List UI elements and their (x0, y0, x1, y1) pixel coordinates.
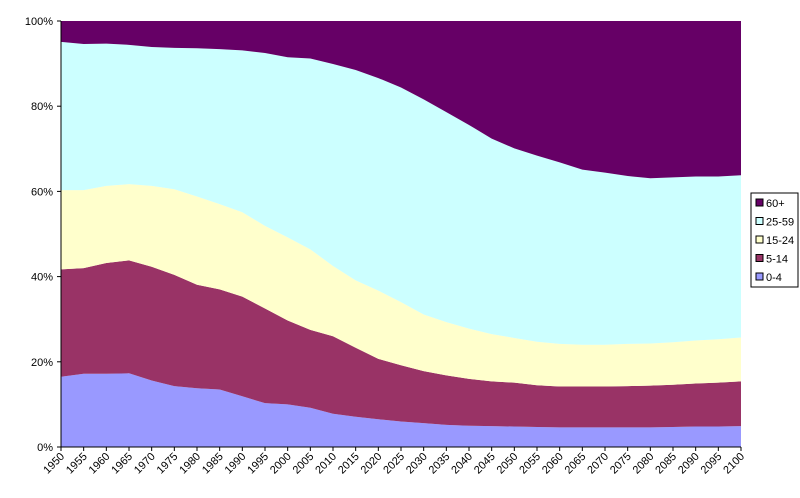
legend-swatch-15-24 (755, 235, 764, 244)
x-tick-label: 2020 (359, 451, 385, 477)
legend-swatch-5-14 (755, 254, 764, 262)
x-tick-label: 2100 (721, 451, 747, 477)
area-0-4 (61, 373, 741, 447)
y-tick-label: 60% (31, 186, 53, 198)
x-tick-label: 1975 (155, 451, 181, 477)
x-tick-label: 1950 (41, 451, 67, 477)
x-tick-label: 1990 (223, 451, 249, 477)
x-tick-label: 2085 (653, 451, 679, 477)
y-tick-label: 20% (31, 357, 53, 369)
area-15-24 (61, 184, 741, 387)
x-tick-label: 1985 (200, 451, 226, 477)
legend-swatch-60+ (755, 198, 764, 207)
legend-label-25-59: 25-59 (766, 217, 794, 229)
x-tick-label: 2005 (291, 451, 317, 477)
x-tick-label: 2065 (563, 451, 589, 477)
plot-areas (61, 21, 741, 447)
x-tick-label: 2000 (268, 451, 294, 477)
x-tick-label: 2095 (699, 451, 725, 477)
x-tick-label: 1955 (64, 451, 90, 477)
x-tick-label: 2060 (540, 451, 566, 477)
x-tick-label: 2055 (517, 451, 543, 477)
legend-label-15-24: 15-24 (766, 235, 794, 247)
x-tick-label: 2075 (608, 451, 634, 477)
legend-swatch-0-4 (755, 272, 764, 281)
x-tick-label: 1995 (245, 451, 271, 477)
x-tick-label: 2080 (631, 451, 657, 477)
x-tick-label: 1970 (132, 451, 158, 477)
y-tick-label: 100% (25, 16, 53, 28)
legend-label-5-14: 5-14 (766, 254, 788, 266)
x-tick-label: 1960 (87, 451, 113, 477)
x-axis-ticks: 1950195519601965197019751980198519901995… (41, 447, 747, 476)
x-tick-label: 2015 (336, 451, 362, 477)
x-tick-label: 2040 (449, 451, 475, 477)
legend-label-0-4: 0-4 (766, 272, 782, 284)
area-25-59 (61, 41, 741, 345)
legend-swatch-25-59 (755, 217, 764, 225)
y-axis-ticks: 0% 20% 40% 60% 80% 100% (25, 16, 61, 454)
y-tick-label: 40% (31, 272, 53, 284)
y-tick-label: 80% (31, 101, 53, 113)
x-tick-label: 2050 (495, 451, 521, 477)
x-tick-label: 1980 (177, 451, 203, 477)
x-tick-label: 2045 (472, 451, 498, 477)
area-60+ (61, 21, 741, 179)
x-tick-label: 2025 (381, 451, 407, 477)
x-tick-label: 2010 (313, 451, 339, 477)
legend-label-60+: 60+ (766, 198, 785, 210)
x-tick-label: 2030 (404, 451, 430, 477)
area-5-14 (61, 260, 741, 428)
x-tick-label: 1965 (109, 451, 135, 477)
x-tick-label: 2090 (676, 451, 702, 477)
legend: 60+ 25-59 15-24 5-14 0-4 (750, 192, 799, 288)
y-tick-label: 0% (37, 442, 53, 454)
x-tick-label: 2070 (585, 451, 611, 477)
x-tick-label: 2035 (427, 451, 453, 477)
